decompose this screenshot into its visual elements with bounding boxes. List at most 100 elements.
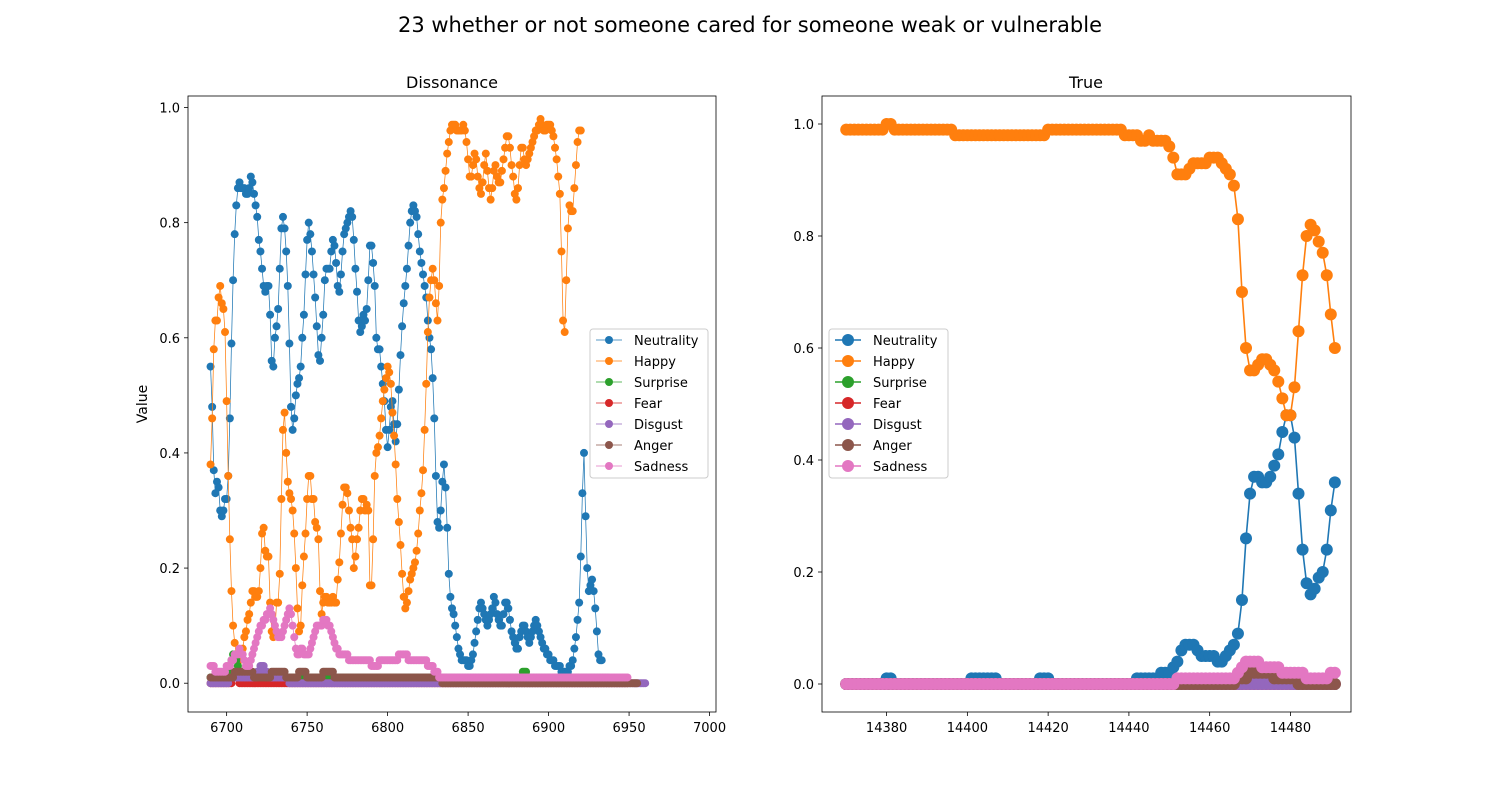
dissonance-point-neutrality [468, 650, 477, 659]
dissonance-point-neutrality [317, 333, 326, 342]
dissonance-point-sadness [290, 633, 299, 642]
true-point-neutrality [1268, 459, 1281, 472]
dissonance-point-happy [419, 466, 428, 475]
true-point-happy [1276, 392, 1289, 405]
dissonance-point-happy [288, 506, 297, 515]
dissonance-point-anger [633, 679, 642, 688]
dissonance-point-happy [241, 627, 250, 636]
dissonance-point-happy [227, 587, 236, 596]
dissonance-point-neutrality [504, 604, 513, 613]
dissonance-point-happy [298, 581, 307, 590]
legend-label-happy: Happy [634, 355, 676, 370]
dissonance-point-happy [283, 477, 292, 486]
legend-label-anger: Anger [634, 439, 673, 454]
dissonance-point-happy [428, 264, 437, 273]
dissonance-point-happy [301, 529, 310, 538]
dissonance-x-tick-label: 7000 [693, 721, 726, 736]
dissonance-point-neutrality [214, 483, 223, 492]
true-point-happy [1320, 269, 1333, 282]
dissonance-point-happy [486, 195, 495, 204]
true-point-neutrality [1244, 487, 1257, 500]
dissonance-y-tick-label: 0.8 [159, 217, 180, 232]
dissonance-point-sadness [287, 610, 296, 619]
dissonance-point-happy [369, 535, 378, 544]
dissonance-point-neutrality [227, 339, 236, 348]
dissonance-point-happy [576, 126, 585, 135]
dissonance-point-happy [514, 184, 522, 193]
dissonance-point-happy [385, 368, 394, 377]
dissonance-point-neutrality [338, 247, 347, 256]
true-x-tick-label: 14400 [947, 721, 988, 736]
dissonance-point-happy [206, 460, 215, 469]
dissonance-point-neutrality [419, 270, 428, 279]
dissonance-point-neutrality [290, 414, 299, 423]
dissonance-point-neutrality [404, 241, 413, 250]
true-axes-frame [821, 95, 1352, 713]
dissonance-point-neutrality [309, 270, 318, 279]
dissonance-point-happy [306, 471, 315, 480]
dissonance-point-neutrality [412, 212, 421, 221]
dissonance-point-happy [559, 316, 568, 325]
dissonance-point-neutrality [470, 638, 479, 647]
dissonance-point-neutrality [573, 615, 582, 624]
dissonance-point-neutrality [402, 264, 411, 273]
dissonance-point-neutrality [452, 633, 461, 642]
dissonance-point-happy [555, 189, 564, 198]
dissonance-point-happy [438, 195, 447, 204]
dissonance-point-happy [219, 305, 228, 314]
dissonance-point-neutrality [225, 414, 234, 423]
dissonance-point-happy [256, 564, 265, 573]
legend-label-happy: Happy [873, 355, 915, 370]
true-point-happy [1231, 213, 1244, 226]
dissonance-point-neutrality [256, 247, 265, 256]
dissonance-point-neutrality [285, 339, 294, 348]
legend-label-anger: Anger [873, 439, 912, 454]
true-point-neutrality [1171, 655, 1184, 668]
dissonance-point-happy [346, 523, 355, 532]
true-point-neutrality [1276, 426, 1289, 438]
legend-label-neutrality: Neutrality [873, 334, 938, 349]
dissonance-point-happy [380, 385, 389, 394]
true-legend: Neutrality Happy Surprise Fear Disgust Anger S… [828, 328, 949, 479]
true-y-tick-label: 0.8 [793, 230, 814, 245]
dissonance-point-neutrality [451, 621, 460, 630]
true-chart: True 14380 14400 14420 14440 14460 14480 0.0 0.… [793, 73, 1352, 736]
dissonance-point-neutrality [441, 483, 450, 492]
true-y-tick-label: 0.4 [793, 454, 814, 469]
dissonance-x-tick-label: 6950 [613, 721, 646, 736]
dissonance-point-neutrality [415, 247, 424, 256]
true-series-sadness [840, 655, 1341, 690]
dissonance-point-neutrality [417, 258, 426, 267]
dissonance-point-happy [264, 552, 273, 561]
dissonance-y-axis-label: Value [135, 385, 151, 423]
dissonance-point-neutrality [443, 523, 452, 532]
dissonance-point-neutrality [330, 241, 339, 250]
true-y-tick-label: 0.2 [793, 566, 814, 581]
dissonance-point-happy [378, 397, 387, 406]
dissonance-point-happy [259, 523, 268, 532]
true-point-neutrality [1272, 448, 1285, 461]
dissonance-point-happy [367, 581, 376, 590]
dissonance-point-happy [552, 155, 561, 164]
dissonance-point-neutrality [258, 264, 267, 273]
true-point-happy [1288, 381, 1301, 394]
dissonance-point-neutrality [505, 615, 514, 624]
legend-label-sadness: Sadness [873, 460, 927, 475]
dissonance-point-sadness [288, 621, 297, 630]
dissonance-point-neutrality [336, 270, 345, 279]
dissonance-point-happy [496, 178, 505, 187]
dissonance-point-happy [396, 541, 405, 550]
dissonance-point-neutrality [369, 258, 378, 267]
dissonance-point-neutrality [401, 281, 410, 290]
dissonance-point-happy [353, 535, 362, 544]
dissonance-point-neutrality [388, 397, 397, 406]
dissonance-point-neutrality [428, 374, 437, 383]
dissonance-point-happy [417, 489, 426, 498]
dissonance-point-happy [287, 494, 296, 503]
dissonance-point-neutrality [576, 552, 585, 561]
legend-label-sadness: Sadness [634, 460, 688, 475]
dissonance-point-happy [441, 166, 450, 175]
dissonance-point-neutrality [423, 316, 432, 325]
dissonance-point-happy [333, 575, 342, 584]
legend-label-surprise: Surprise [634, 376, 688, 391]
